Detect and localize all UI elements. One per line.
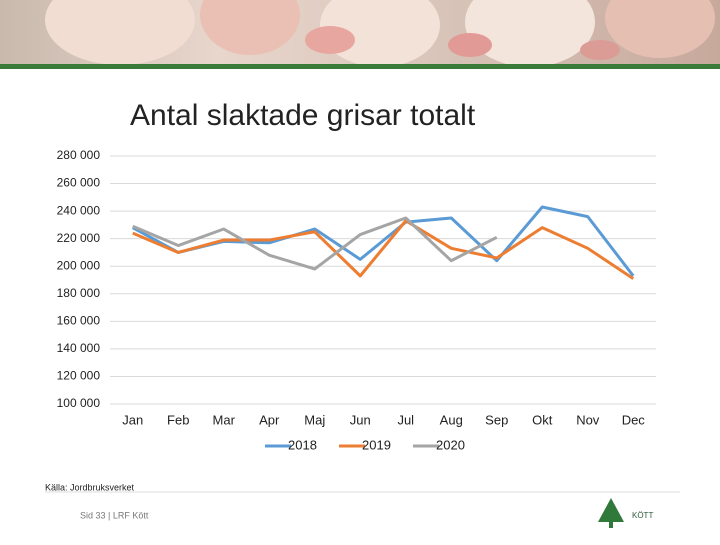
x-tick-label: Mar	[213, 412, 236, 427]
legend-label: 2020	[436, 437, 465, 452]
x-tick-label: Dec	[622, 412, 646, 427]
x-tick-label: Apr	[259, 412, 280, 427]
y-tick-label: 220 000	[57, 231, 101, 245]
y-tick-label: 260 000	[57, 176, 101, 190]
page-number: Sid 33 | LRF Kött	[80, 510, 149, 520]
legend-label: 2018	[288, 437, 317, 452]
x-tick-label: Jan	[122, 412, 143, 427]
y-tick-label: 200 000	[57, 258, 101, 272]
legend-label: 2019	[362, 437, 391, 452]
x-tick-label: Jun	[350, 412, 371, 427]
logo-text: KÖTT	[632, 511, 653, 520]
x-tick-label: Maj	[304, 412, 325, 427]
y-tick-label: 240 000	[57, 203, 101, 217]
line-series	[132, 205, 635, 277]
x-tick-label: Aug	[440, 412, 463, 427]
line-series	[132, 219, 635, 280]
x-tick-label: Feb	[167, 412, 189, 427]
y-tick-label: 120 000	[57, 369, 101, 383]
line-series	[132, 216, 498, 271]
y-tick-label: 280 000	[57, 148, 101, 162]
y-tick-label: 140 000	[57, 341, 101, 355]
logo: KÖTT	[598, 498, 653, 528]
chart-title: Antal slaktade grisar totalt	[130, 99, 476, 132]
x-tick-label: Okt	[532, 412, 553, 427]
y-tick-label: 180 000	[57, 286, 101, 300]
banner	[0, 0, 720, 69]
source: Källa: Jordbruksverket	[45, 482, 135, 492]
x-tick-label: Nov	[576, 412, 600, 427]
y-tick-label: 160 000	[57, 314, 101, 328]
x-tick-label: Sep	[485, 412, 508, 427]
y-tick-label: 100 000	[57, 396, 101, 410]
x-tick-label: Jul	[397, 412, 414, 427]
